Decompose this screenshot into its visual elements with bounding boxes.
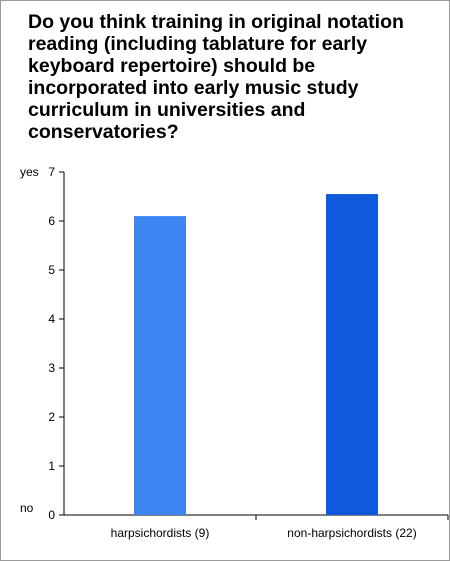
y-tick-label: 3 (48, 361, 55, 375)
bar-1 (134, 216, 186, 515)
chart-title: Do you think training in original notati… (28, 11, 404, 143)
y-tick-label: 6 (48, 214, 55, 228)
y-tick-label: 4 (48, 312, 55, 326)
y-bottom-label: no (20, 501, 34, 515)
x-tick-label: non-harpsichordists (22) (287, 526, 416, 540)
y-tick-label: 0 (48, 508, 55, 522)
y-ticks: 0 1 2 3 4 5 6 7 (48, 165, 64, 522)
x-tick-label: harpsichordists (9) (111, 526, 210, 540)
y-tick-label: 5 (48, 263, 55, 277)
x-labels: harpsichordists (9) non-harpsichordists (… (111, 515, 449, 540)
y-tick-label: 1 (48, 459, 55, 473)
y-top-label: yes (20, 165, 39, 179)
y-tick-label: 7 (48, 165, 55, 179)
bars (134, 194, 378, 516)
bar-2 (326, 194, 378, 516)
y-tick-label: 2 (48, 410, 55, 424)
